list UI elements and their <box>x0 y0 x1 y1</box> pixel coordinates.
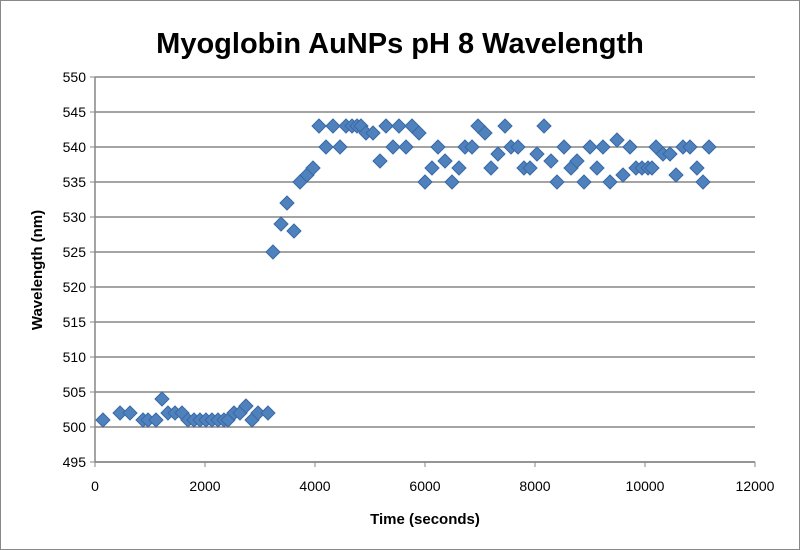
x-tick-label: 12000 <box>736 478 775 494</box>
data-point <box>522 160 538 176</box>
data-point <box>609 132 625 148</box>
data-point <box>668 167 684 183</box>
data-point <box>549 174 565 190</box>
y-tick-label: 520 <box>63 279 87 295</box>
y-tick-label: 500 <box>63 419 87 435</box>
data-point <box>477 125 493 141</box>
y-tick-label: 515 <box>63 314 87 330</box>
data-point <box>602 174 618 190</box>
data-point <box>311 118 327 134</box>
y-tick-label: 525 <box>63 244 87 260</box>
data-point <box>286 223 302 239</box>
data-point <box>372 153 388 169</box>
data-point <box>682 139 698 155</box>
data-point <box>238 398 254 414</box>
y-tick-label: 540 <box>63 139 87 155</box>
data-point <box>365 125 381 141</box>
data-point <box>332 139 348 155</box>
x-tick-label: 2000 <box>189 478 220 494</box>
y-tick-label: 530 <box>63 209 87 225</box>
data-point <box>273 216 289 232</box>
x-tick-label: 4000 <box>299 478 330 494</box>
data-point <box>510 139 526 155</box>
x-tick-label: 8000 <box>519 478 550 494</box>
data-point <box>497 118 513 134</box>
data-point <box>529 146 545 162</box>
y-tick-label: 510 <box>63 349 87 365</box>
data-point <box>490 146 506 162</box>
data-point <box>569 153 585 169</box>
data-point <box>424 160 440 176</box>
y-tick-label: 545 <box>63 104 87 120</box>
x-tick-label: 10000 <box>626 478 665 494</box>
data-point <box>451 160 467 176</box>
data-point <box>695 174 711 190</box>
data-point <box>582 139 598 155</box>
x-tick-label: 6000 <box>409 478 440 494</box>
data-point <box>279 195 295 211</box>
y-tick-label: 495 <box>63 454 87 470</box>
x-axis-title: Time (seconds) <box>370 511 480 528</box>
x-tick-labels: 0 2000 4000 6000 8000 10000 12000 <box>91 478 775 494</box>
data-point <box>378 118 394 134</box>
data-point <box>95 412 111 428</box>
data-point <box>411 125 427 141</box>
y-axis-title: Wavelength (nm) <box>29 210 46 330</box>
data-point <box>325 118 341 134</box>
data-point <box>483 160 499 176</box>
data-point <box>265 244 281 260</box>
data-point <box>543 153 559 169</box>
data-point <box>437 153 453 169</box>
data-point <box>622 139 638 155</box>
y-tick-labels: 495 500 505 510 515 520 525 530 535 540 545 550 <box>63 69 87 470</box>
x-tick-label: 0 <box>91 478 99 494</box>
data-point <box>398 139 414 155</box>
data-point <box>318 139 334 155</box>
chart-title: Myoglobin AuNPs pH 8 Wavelength <box>156 28 644 60</box>
data-point <box>576 174 592 190</box>
data-point <box>644 160 660 176</box>
data-point <box>260 405 276 421</box>
y-tick-label: 535 <box>63 174 87 190</box>
data-point <box>556 139 572 155</box>
data-point <box>701 139 717 155</box>
data-points <box>95 118 717 428</box>
data-point <box>305 160 321 176</box>
y-tick-label: 550 <box>63 69 87 85</box>
data-point <box>536 118 552 134</box>
data-point <box>464 139 480 155</box>
y-tick-label: 505 <box>63 384 87 400</box>
data-point <box>689 160 705 176</box>
data-point <box>154 391 170 407</box>
data-point <box>430 139 446 155</box>
data-point <box>391 118 407 134</box>
data-point <box>615 167 631 183</box>
data-point <box>385 139 401 155</box>
data-point <box>589 160 605 176</box>
data-point <box>595 139 611 155</box>
data-point <box>662 146 678 162</box>
data-point <box>122 405 138 421</box>
data-point <box>417 174 433 190</box>
data-point <box>444 174 460 190</box>
data-point <box>148 412 164 428</box>
